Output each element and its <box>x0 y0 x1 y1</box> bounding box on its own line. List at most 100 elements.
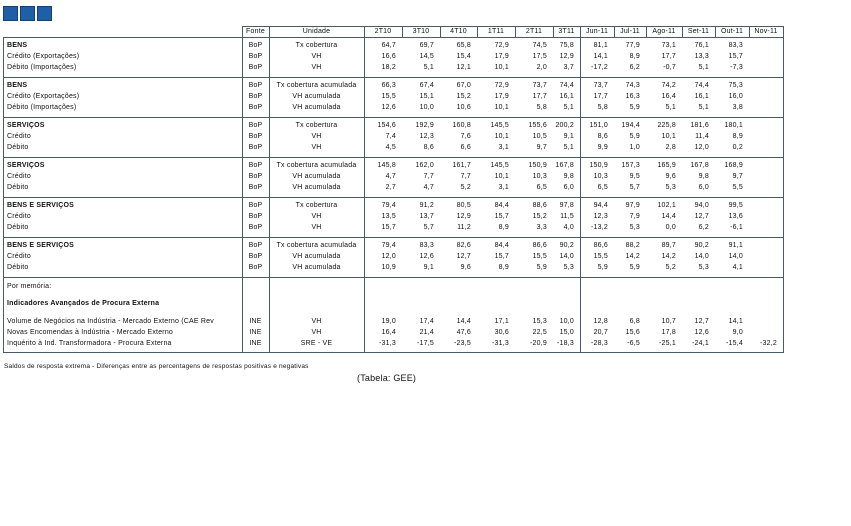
value: -23,5 <box>454 340 471 347</box>
unit: Tx cobertura acumulada <box>276 82 357 89</box>
unit: VH acumulada <box>292 93 341 100</box>
value: 75,8 <box>559 42 574 49</box>
value: 15,1 <box>419 93 434 100</box>
value: 12,0 <box>381 253 396 260</box>
value: 15,7 <box>494 213 509 220</box>
value: 5,7 <box>423 224 434 231</box>
value: -31,3 <box>379 340 396 347</box>
value: 13,3 <box>694 53 709 60</box>
value: 5,1 <box>563 144 574 151</box>
row-label: BENS <box>7 42 28 49</box>
value: 9,7 <box>536 144 547 151</box>
value: 83,3 <box>419 242 434 249</box>
value: 155,6 <box>528 122 547 129</box>
row-label: Crédito <box>7 173 31 180</box>
rule <box>3 352 784 353</box>
value: 79,4 <box>381 202 396 209</box>
value: 12,0 <box>694 144 709 151</box>
rule <box>3 117 783 118</box>
source: BoP <box>248 93 263 100</box>
value: 91,1 <box>728 242 743 249</box>
value: 14,4 <box>456 318 471 325</box>
rule <box>3 237 783 238</box>
row-label: Crédito <box>7 133 31 140</box>
value: 74,3 <box>625 82 640 89</box>
value: 145,5 <box>490 162 509 169</box>
value: 86,6 <box>593 242 608 249</box>
value: 5,1 <box>698 104 709 111</box>
memo-subtitle: Indicadores Avançados de Procura Externa <box>7 300 160 307</box>
row-label: Inquérito à Ind. Transformadora - Procur… <box>7 340 172 347</box>
value: 17,5 <box>532 53 547 60</box>
value: 9,9 <box>597 144 608 151</box>
value: 12,8 <box>593 318 608 325</box>
value: 14,2 <box>661 253 676 260</box>
source: BoP <box>248 242 263 249</box>
value: -13,2 <box>591 224 608 231</box>
value: 10,1 <box>494 104 509 111</box>
value: 10,3 <box>593 173 608 180</box>
value: 9,1 <box>563 133 574 140</box>
source: BoP <box>248 122 263 129</box>
source: BoP <box>248 224 263 231</box>
source: BoP <box>248 42 263 49</box>
source: BoP <box>248 64 263 71</box>
value: 73,7 <box>532 82 547 89</box>
value: -18,3 <box>557 340 574 347</box>
column-header: Nov-11 <box>754 28 778 35</box>
value: 6,6 <box>460 144 471 151</box>
column-header: Ago-11 <box>652 28 676 35</box>
source: BoP <box>248 202 263 209</box>
value: -7,3 <box>730 64 743 71</box>
value: 84,4 <box>494 202 509 209</box>
rule <box>553 26 554 37</box>
value: -24,1 <box>692 340 709 347</box>
value: 2,8 <box>665 144 676 151</box>
unit: SRE - VE <box>300 340 333 347</box>
value: 192,9 <box>415 122 434 129</box>
value: 6,5 <box>597 184 608 191</box>
value: 8,9 <box>498 264 509 271</box>
value: 94,4 <box>593 202 608 209</box>
unit: VH acumulada <box>292 173 341 180</box>
value: 167,8 <box>690 162 709 169</box>
value: 90,2 <box>559 242 574 249</box>
value: 5,1 <box>665 104 676 111</box>
value: 15,5 <box>381 93 396 100</box>
unit: VH <box>311 329 322 336</box>
value: -32,2 <box>760 340 777 347</box>
value: 6,0 <box>563 184 574 191</box>
unit: Tx cobertura acumulada <box>276 242 357 249</box>
value: 151,0 <box>589 122 608 129</box>
rule <box>3 37 784 38</box>
value: 17,4 <box>419 318 434 325</box>
column-header: Jul-11 <box>620 28 640 35</box>
row-label: SERVIÇOS <box>7 122 45 129</box>
value: 69,7 <box>419 42 434 49</box>
value: 82,6 <box>456 242 471 249</box>
rule <box>749 26 750 37</box>
value: 12,3 <box>419 133 434 140</box>
value: 74,4 <box>694 82 709 89</box>
value: 9,7 <box>732 173 743 180</box>
row-label: Crédito <box>7 253 31 260</box>
value: -6,1 <box>730 224 743 231</box>
value: 15,0 <box>559 329 574 336</box>
rule <box>440 26 441 37</box>
value: 16,3 <box>625 93 640 100</box>
value: 7,9 <box>629 213 640 220</box>
value: 15,7 <box>728 53 743 60</box>
value: 11,4 <box>695 133 709 140</box>
value: 15,5 <box>532 253 547 260</box>
value: 5,8 <box>536 104 547 111</box>
footnote: Saldos de resposta extrema - Diferenças … <box>4 363 309 370</box>
value: 9,0 <box>732 329 743 336</box>
value: 5,7 <box>629 184 640 191</box>
value: 180,1 <box>724 122 743 129</box>
value: 3,1 <box>498 184 509 191</box>
value: 80,5 <box>456 202 471 209</box>
rule <box>783 26 784 37</box>
value: 150,9 <box>589 162 608 169</box>
value: 102,1 <box>657 202 676 209</box>
value: 6,2 <box>698 224 709 231</box>
